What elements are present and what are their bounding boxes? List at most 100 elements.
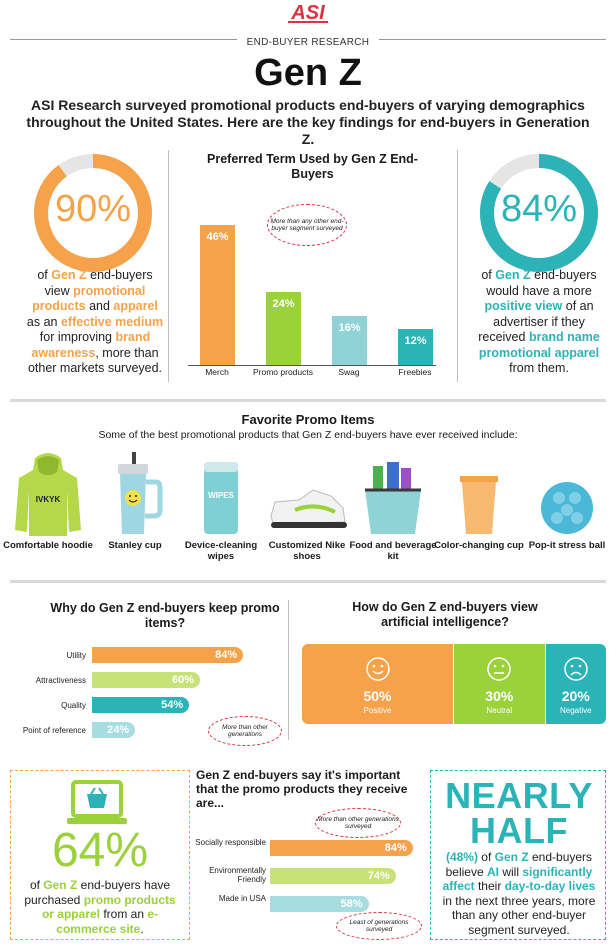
bar: [266, 292, 301, 365]
ecommerce-text: of Gen Z end-buyers have purchased promo…: [24, 878, 176, 936]
hbar-category-label: Quality: [61, 701, 86, 710]
bar: [200, 225, 235, 365]
merch-annotation: More than any other end-buyer segment su…: [267, 204, 347, 246]
stat-left-text: of Gen Z end-buyers view promotional pro…: [26, 268, 164, 375]
bar-category-label: Promo products: [253, 367, 313, 377]
bar-category-label: Merch: [205, 367, 229, 377]
asi-logo: ASI: [288, 2, 328, 24]
bar-value-label: 46%: [206, 231, 229, 244]
hbar-value-label: 84%: [384, 842, 407, 854]
ring-90-graphic: [34, 154, 152, 272]
hbar: [92, 722, 136, 738]
hoodie-icon: IVKYK: [15, 453, 81, 536]
nearly-half-text: (48%) of Gen Z end-buyers believe AI wil…: [442, 850, 596, 937]
ai-pct: 20%: [561, 688, 590, 704]
hbar-value-label: 58%: [340, 898, 363, 910]
ai-label: Neutral: [486, 706, 513, 715]
important-annotation-bottom: Least of generations surveyed: [336, 912, 422, 940]
bar-axis: [188, 365, 436, 366]
hbar-value-label: 24%: [107, 724, 130, 736]
hbar-category-label: Point of reference: [22, 726, 86, 735]
item-label: Comfortable hoodie: [3, 540, 93, 551]
cup-icon: [118, 452, 163, 534]
ai-pct: 30%: [485, 688, 514, 704]
ai-segment-positive: 50% Positive: [302, 644, 453, 724]
hbar: [92, 672, 200, 688]
hbar: [270, 840, 413, 856]
item-label: Customized Nike shoes: [268, 540, 346, 562]
ai-label: Negative: [560, 706, 592, 715]
section-divider-2: [10, 580, 606, 583]
bar-value-label: 12%: [404, 334, 427, 347]
bar: [332, 316, 367, 365]
item-color-cup: Color-changing cup: [434, 450, 524, 551]
ring-90: 90%: [32, 152, 154, 274]
page-title: Gen Z: [254, 52, 362, 94]
important-title: Gen Z end-buyers say it's important that…: [196, 768, 408, 810]
item-label: Stanley cup: [108, 540, 162, 551]
bar-value-label: 24%: [272, 298, 295, 311]
hbar-category-label: Socially responsible: [195, 838, 266, 847]
basket-icon: [365, 462, 421, 534]
ring-90-value: 90%: [54, 188, 132, 230]
wipes-icon: WIPES: [204, 462, 238, 534]
nearly-half-headline: NEARLY HALF: [445, 775, 593, 851]
neutral-face-icon: [487, 657, 512, 681]
item-label: Pop-it stress ball: [528, 540, 606, 551]
ring-84: 84%: [478, 152, 600, 274]
ai-segment-negative: 20% Negative: [545, 644, 606, 724]
ai-title: How do Gen Z end-buyers view artificial …: [352, 600, 538, 629]
intro-text: ASI Research surveyed promotional produc…: [26, 97, 590, 147]
item-wipes: WIPES Device-cleaning wipes: [176, 450, 266, 562]
hbar-value-label: 54%: [161, 699, 184, 711]
color-cup-icon: [460, 476, 498, 534]
important-annotation-top: More than other generations surveyed: [315, 808, 401, 838]
divider-mid: [288, 600, 289, 740]
svg-text:WIPES: WIPES: [208, 491, 234, 500]
pop-it-ball-icon: [541, 482, 593, 534]
bar-category-label: Freebies: [398, 367, 432, 377]
item-label: Color-changing cup: [434, 540, 524, 551]
frown-icon: [564, 657, 588, 681]
favorites-title: Favorite Promo Items: [241, 412, 375, 427]
bar-value-label: 16%: [338, 322, 361, 335]
page-subtitle: END-BUYER RESEARCH: [0, 32, 616, 50]
keep-title: Why do Gen Z end-buyers keep promo items…: [50, 601, 280, 630]
divider-right: [457, 150, 458, 382]
item-popit: Pop-it stress ball: [522, 450, 612, 551]
ai-label: Positive: [363, 706, 392, 715]
hbar: [92, 647, 244, 663]
section-divider-1: [10, 399, 606, 402]
preferred-term-title: Preferred Term Used by Gen Z End-Buyers: [207, 152, 418, 181]
hbar: [92, 697, 190, 713]
item-kit: Food and beverage kit: [348, 450, 438, 562]
hbar-value-label: 74%: [367, 870, 390, 882]
item-shoes: Customized Nike shoes: [262, 450, 352, 562]
item-label: Food and beverage kit: [349, 540, 437, 562]
hbar-category-label: Attractiveness: [35, 676, 86, 685]
ring-84-graphic: [480, 154, 598, 272]
ecommerce-pct: 64%: [51, 824, 149, 877]
hbar-value-label: 60%: [171, 674, 194, 686]
ai-pct: 50%: [363, 688, 392, 704]
shoe-icon: [270, 489, 347, 528]
favorites-subtitle: Some of the best promotional products th…: [98, 429, 518, 441]
smile-icon: [365, 657, 390, 681]
ecommerce-box: [10, 770, 190, 940]
nearly-half-box: [430, 770, 606, 940]
hbar-value-label: 84%: [215, 649, 238, 661]
hbar-category-label: Utility: [66, 651, 86, 660]
bar: [398, 328, 433, 365]
item-label: Device-cleaning wipes: [184, 540, 258, 562]
hbar: [270, 896, 369, 912]
hbar: [270, 868, 396, 884]
hbar-category-label: Made in USA: [218, 894, 266, 903]
item-hoodie: IVKYK Comfortable hoodie: [3, 450, 93, 551]
svg-text:IVKYK: IVKYK: [36, 495, 61, 504]
stat-right-text: of Gen Z end-buyers would have a more po…: [478, 268, 600, 375]
laptop-cart-icon: [67, 780, 127, 824]
divider-left: [168, 150, 169, 382]
hbar-category-label: Environmentally Friendly: [209, 866, 266, 884]
ring-84-value: 84%: [500, 188, 578, 230]
ai-segment-neutral: 30% Neutral: [454, 644, 545, 724]
